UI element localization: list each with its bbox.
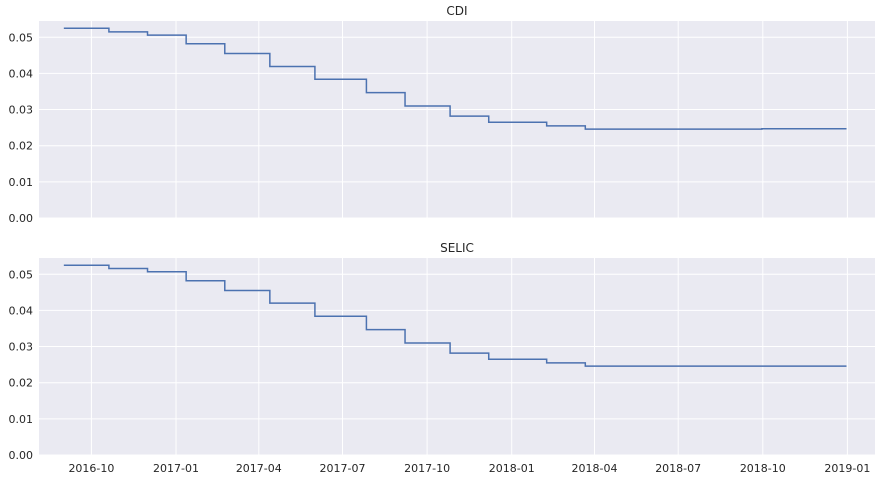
chart-title: CDI [446,4,467,18]
subplot-1: 0.00 0.01 0.02 0.03 0.04 0.05 2016-10 2017-01 20… [9,241,875,475]
series-line [63,27,847,130]
x-tick-label: 2018-10 [740,462,786,475]
series-line [63,264,847,367]
y-tick-label: 0.03 [9,104,34,117]
y-tick-label: 0.02 [9,140,34,153]
x-tick-label: 2019-01 [824,462,870,475]
x-tick-label: 2017-10 [404,462,450,475]
y-tick-label: 0.03 [9,341,34,354]
y-tick-label: 0.00 [9,212,34,225]
y-tick-label: 0.04 [9,304,34,317]
x-tick-label: 2017-01 [153,462,199,475]
x-tick-label: 2018-01 [489,462,535,475]
x-tick-label: 2018-07 [655,462,701,475]
plot-background [39,258,875,455]
plot-background [39,21,875,218]
y-tick-label: 0.01 [9,413,34,426]
x-tick-label: 2017-04 [236,462,282,475]
y-tick-label: 0.04 [9,67,34,80]
y-tick-label: 0.05 [9,268,34,281]
chart-title: SELIC [440,241,474,255]
y-tick-label: 0.01 [9,176,34,189]
y-tick-label: 0.05 [9,31,34,44]
y-tick-label: 0.02 [9,377,34,390]
x-tick-label: 2017-07 [320,462,366,475]
x-tick-label: 2016-10 [68,462,114,475]
x-tick-label: 2018-04 [572,462,618,475]
y-tick-label: 0.00 [9,449,34,462]
subplot-0: 0.00 0.01 0.02 0.03 0.04 0.05 CDI [9,4,875,225]
